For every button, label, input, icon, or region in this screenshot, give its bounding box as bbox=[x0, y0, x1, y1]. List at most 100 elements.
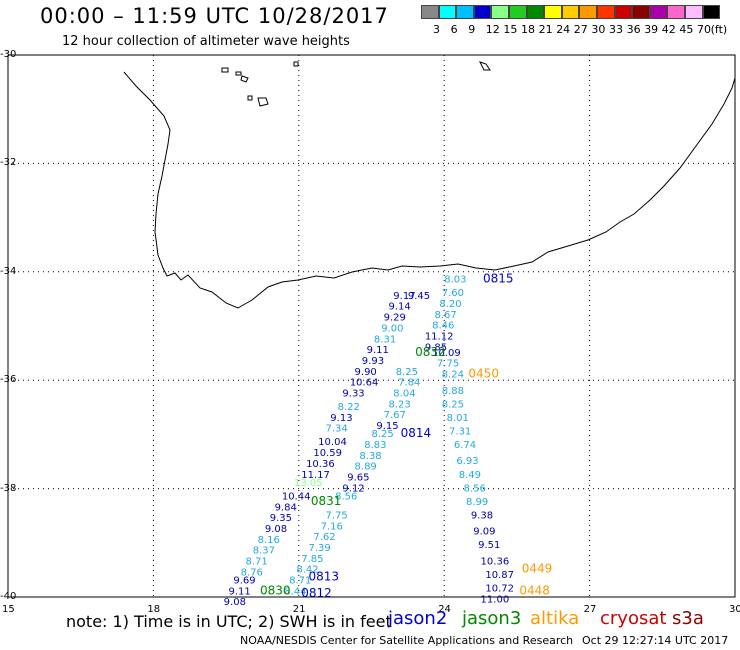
legend-tick-label: 21 bbox=[538, 23, 553, 36]
swh-value: 9.11 bbox=[367, 345, 389, 356]
legend-swatch bbox=[526, 5, 545, 19]
pass-time-label: 0449 bbox=[522, 562, 553, 576]
swh-value: 8.16 bbox=[258, 535, 280, 546]
swh-value: 10.44 bbox=[282, 491, 311, 502]
swh-value: 9.84 bbox=[275, 502, 297, 513]
swh-value: 8.25 bbox=[372, 429, 394, 440]
islands bbox=[221, 61, 491, 107]
swh-value: 9.15 bbox=[376, 421, 398, 432]
swh-value: 9.45 bbox=[408, 291, 430, 302]
legend-swatch bbox=[438, 5, 457, 19]
swh-value: 8.25 bbox=[396, 367, 418, 378]
pass-time-label: 0813 bbox=[308, 570, 339, 584]
swh-value: 9.14 bbox=[388, 302, 410, 313]
swh-value: 7.60 bbox=[442, 288, 464, 299]
legend-tick-label: 6 bbox=[450, 23, 458, 36]
swh-value: 8.56 bbox=[335, 491, 357, 502]
swh-value: 9.29 bbox=[384, 313, 406, 324]
pass-time-label: 0814 bbox=[401, 426, 432, 440]
footer-credit: NOAA/NESDIS Center for Satellite Applica… bbox=[240, 634, 574, 647]
satellite-legend-item: altika bbox=[530, 608, 580, 629]
map-title: 00:00 – 11:59 UTC 10/28/2017 bbox=[40, 4, 389, 28]
color-legend: 3 6 9 12 15 18 21 24 27 30 33 36 39 42 45 70 (ft) bbox=[421, 5, 727, 36]
swh-value: 7.34 bbox=[325, 424, 347, 435]
legend-tick-label: 70 bbox=[697, 23, 711, 36]
swh-value: 9.65 bbox=[347, 472, 369, 483]
legend-tick-label: 45 bbox=[679, 23, 694, 36]
legend-tick-label: 18 bbox=[521, 23, 535, 36]
satellite-legend-item: jason3 bbox=[462, 608, 522, 629]
swh-value: 8.22 bbox=[338, 402, 360, 413]
longitude-tick-label: 27 bbox=[583, 604, 597, 615]
swh-value: 10.36 bbox=[306, 459, 335, 470]
swh-value: 8.46 bbox=[432, 321, 454, 332]
swh-value: 8.38 bbox=[359, 451, 381, 462]
latitude-tick-label: -32 bbox=[0, 157, 17, 169]
swh-value: 8.56 bbox=[464, 483, 486, 494]
swh-value: 7.31 bbox=[449, 426, 471, 437]
swh-value: 8.83 bbox=[364, 440, 386, 451]
swh-value: 8.31 bbox=[374, 334, 396, 345]
swh-value: 8.71 bbox=[289, 575, 311, 586]
legend-swatch bbox=[632, 5, 650, 19]
satellite-legend-item: s3a bbox=[672, 608, 704, 629]
longitude-tick-label: 24 bbox=[438, 604, 451, 615]
footer-timestamp: Oct 29 12:27:14 UTC 2017 bbox=[582, 634, 729, 647]
swh-value: 11.12 bbox=[425, 332, 454, 343]
latitude-tick-label: -38 bbox=[0, 482, 17, 494]
pass-time-label: 0448 bbox=[519, 583, 550, 597]
swh-value: 8.04 bbox=[393, 388, 415, 399]
satellite-legend-item: cryosat bbox=[600, 608, 667, 629]
legend-swatch bbox=[579, 5, 597, 19]
swh-value: 13.05 bbox=[294, 478, 323, 489]
swh-value: 8.42 bbox=[296, 565, 318, 576]
legend-tick-label: 36 bbox=[626, 23, 641, 36]
legend-tick-label: 33 bbox=[609, 23, 623, 36]
swh-value: 8.71 bbox=[245, 556, 267, 567]
swh-value: 9.13 bbox=[330, 413, 352, 424]
legend-swatch bbox=[421, 5, 439, 19]
pass-time-label: 0830 bbox=[260, 583, 291, 597]
legend-tick-label: 39 bbox=[644, 23, 659, 36]
swh-value: 10.72 bbox=[485, 584, 514, 595]
swh-value: 10.59 bbox=[313, 448, 342, 459]
swh-value: 9.08 bbox=[224, 597, 246, 608]
swh-value: 8.99 bbox=[466, 497, 488, 508]
legend-swatch bbox=[596, 5, 615, 19]
latitude-tick-label: -36 bbox=[0, 374, 17, 386]
legend-tick-label: 3 bbox=[433, 23, 440, 36]
swh-value: 8.25 bbox=[442, 399, 464, 410]
swh-value: 9.17 bbox=[393, 291, 415, 302]
swh-value: 10.64 bbox=[350, 378, 379, 389]
swh-value: 10.09 bbox=[432, 348, 461, 359]
map-subtitle: 12 hour collection of altimeter wave hei… bbox=[62, 34, 350, 49]
legend-swatch bbox=[456, 5, 474, 19]
legend-swatch bbox=[667, 5, 685, 19]
legend-swatch bbox=[614, 5, 633, 19]
swh-value: 8.23 bbox=[388, 399, 410, 410]
legend-tick-label: 27 bbox=[573, 23, 588, 36]
pass-time-label: 0450 bbox=[468, 366, 499, 380]
swh-value: 8.24 bbox=[442, 369, 464, 380]
longitude-tick-label: 21 bbox=[292, 604, 306, 615]
swh-value: 6.93 bbox=[456, 456, 478, 467]
swh-value: 9.90 bbox=[355, 367, 377, 378]
swh-value: 9.85 bbox=[425, 342, 447, 353]
legend-swatch bbox=[649, 5, 668, 19]
pass-time-label: 0832 bbox=[415, 345, 446, 359]
swh-value: 8.37 bbox=[253, 546, 275, 557]
swh-value: 10.04 bbox=[318, 437, 347, 448]
coastline-south-africa bbox=[123, 71, 736, 309]
longitude-tick-label: 30 bbox=[729, 604, 740, 615]
legend-swatch bbox=[561, 5, 580, 19]
swh-value: 9.11 bbox=[229, 586, 251, 597]
legend-swatch bbox=[491, 5, 509, 19]
map-note: note: 1) Time is in UTC; 2) SWH is in fe… bbox=[66, 612, 392, 631]
swh-value: 9.00 bbox=[381, 323, 403, 334]
legend-tick-label: 42 bbox=[661, 23, 676, 36]
latitude-tick-label: -40 bbox=[0, 591, 17, 602]
swh-value: 7.85 bbox=[301, 554, 323, 565]
swh-value: 9.12 bbox=[342, 483, 364, 494]
legend-tick-label: 15 bbox=[503, 23, 518, 36]
swh-value: 9.08 bbox=[265, 524, 287, 535]
